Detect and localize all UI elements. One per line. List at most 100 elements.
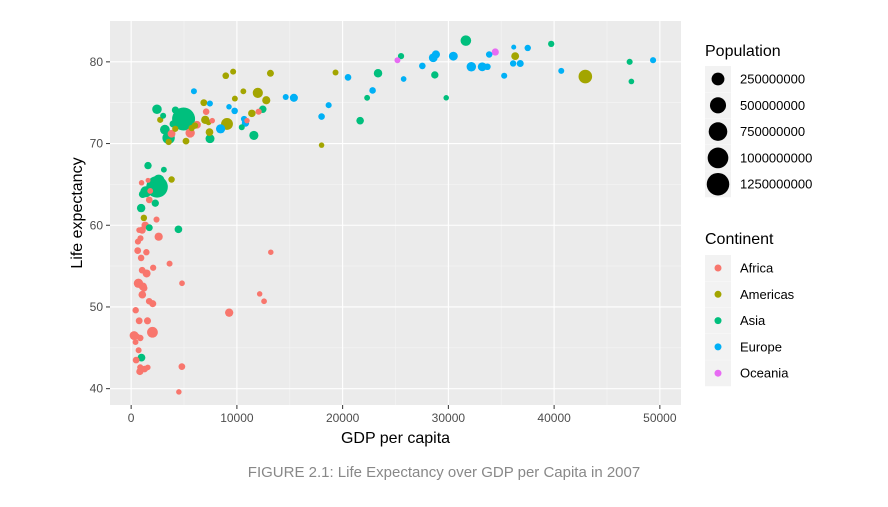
data-point-africa <box>136 227 142 234</box>
data-point-africa <box>145 196 153 204</box>
data-point-europe <box>282 93 289 100</box>
data-point-americas <box>231 95 238 102</box>
data-point-asia <box>443 95 449 101</box>
data-point-americas <box>200 99 208 107</box>
data-point-asia <box>171 106 179 114</box>
data-point-americas <box>222 72 230 80</box>
data-point-asia <box>431 71 439 79</box>
continent-legend-dot <box>714 264 722 272</box>
data-point-africa <box>145 177 151 183</box>
data-point-asia <box>460 35 472 46</box>
data-point-africa <box>176 389 182 395</box>
data-point-africa <box>144 364 151 371</box>
population-legend-dot <box>711 72 725 86</box>
data-point-europe <box>466 62 477 72</box>
data-point-europe <box>431 50 440 59</box>
continent-legend-dot <box>714 369 722 377</box>
data-point-americas <box>266 69 274 77</box>
x-axis-title: GDP per capita <box>341 430 450 447</box>
data-point-africa <box>179 280 185 287</box>
continent-legend-dot <box>714 317 722 325</box>
data-point-europe <box>650 57 657 64</box>
continent-legend-label: Africa <box>740 261 774 276</box>
data-points <box>129 35 657 395</box>
data-point-europe <box>400 76 407 82</box>
data-point-africa <box>135 347 142 354</box>
data-point-asia <box>160 124 170 135</box>
data-point-africa <box>137 364 144 371</box>
y-tick-label: 50 <box>90 300 104 314</box>
data-point-americas <box>318 142 325 148</box>
data-point-americas <box>578 69 593 84</box>
data-point-americas <box>165 138 172 146</box>
data-point-africa <box>150 264 157 271</box>
data-point-asia <box>145 224 153 232</box>
data-point-asia <box>137 353 146 362</box>
figure-caption: FIGURE 2.1: Life Expectancy over GDP per… <box>247 464 641 481</box>
population-legend-label: 750000000 <box>740 124 805 139</box>
data-point-europe <box>318 113 325 120</box>
population-legend-dot <box>706 172 730 196</box>
y-axis: 40 50 60 70 80 <box>90 55 110 396</box>
data-point-europe <box>479 64 486 71</box>
data-point-americas <box>240 88 247 95</box>
data-point-europe <box>190 88 197 95</box>
continent-legend: Continent Africa Americas Asia Europe Oceani… <box>705 231 795 387</box>
y-tick-label: 40 <box>90 382 104 396</box>
population-legend-dot <box>709 97 727 114</box>
continent-legend-dot <box>714 290 722 298</box>
data-point-asia <box>397 53 405 60</box>
data-point-americas <box>511 52 520 61</box>
data-point-africa <box>143 317 152 325</box>
x-tick-label: 40000 <box>537 411 571 425</box>
data-point-africa <box>202 108 210 115</box>
data-point-europe <box>509 60 517 67</box>
data-point-africa <box>153 216 160 223</box>
data-point-europe <box>485 51 493 58</box>
data-point-europe <box>369 87 376 94</box>
data-point-asia <box>169 120 177 128</box>
population-legend-label: 1000000000 <box>740 150 812 165</box>
data-point-africa <box>261 298 267 305</box>
continent-legend-label: Americas <box>740 287 795 302</box>
data-point-asia <box>548 40 555 48</box>
data-point-africa <box>268 249 274 255</box>
continent-legend-dot <box>714 343 722 351</box>
data-point-africa <box>145 297 153 305</box>
x-tick-label: 30000 <box>432 411 466 425</box>
data-point-americas <box>252 87 263 98</box>
data-point-africa <box>134 333 141 340</box>
data-point-africa <box>167 129 176 138</box>
data-point-africa <box>135 317 143 325</box>
y-tick-label: 60 <box>90 218 104 232</box>
y-tick-label: 70 <box>90 137 104 151</box>
data-point-africa <box>137 254 145 262</box>
data-point-americas <box>230 68 237 75</box>
x-tick-label: 10000 <box>220 411 254 425</box>
y-tick-label: 80 <box>90 55 104 69</box>
data-point-europe <box>511 44 517 50</box>
data-point-oceania <box>491 48 499 56</box>
data-point-americas <box>182 137 190 145</box>
data-point-asia <box>628 78 635 85</box>
data-point-africa <box>225 308 234 317</box>
data-point-americas <box>262 96 271 105</box>
population-legend-dot <box>707 147 729 169</box>
data-point-europe <box>558 67 565 74</box>
data-point-europe <box>524 44 531 52</box>
data-point-africa <box>134 247 142 254</box>
data-point-europe <box>289 93 298 102</box>
data-point-europe <box>419 62 426 70</box>
data-point-americas <box>140 214 148 222</box>
data-point-africa <box>138 180 145 186</box>
data-point-asia <box>373 69 383 78</box>
data-point-americas <box>205 128 214 136</box>
data-point-americas <box>332 69 339 76</box>
population-legend-label: 1250000000 <box>740 177 812 192</box>
data-point-asia <box>160 112 167 119</box>
x-tick-label: 20000 <box>326 411 360 425</box>
x-axis: 0 10000 20000 30000 40000 50000 <box>128 405 677 425</box>
data-point-africa <box>166 260 173 267</box>
data-point-europe <box>231 107 238 115</box>
